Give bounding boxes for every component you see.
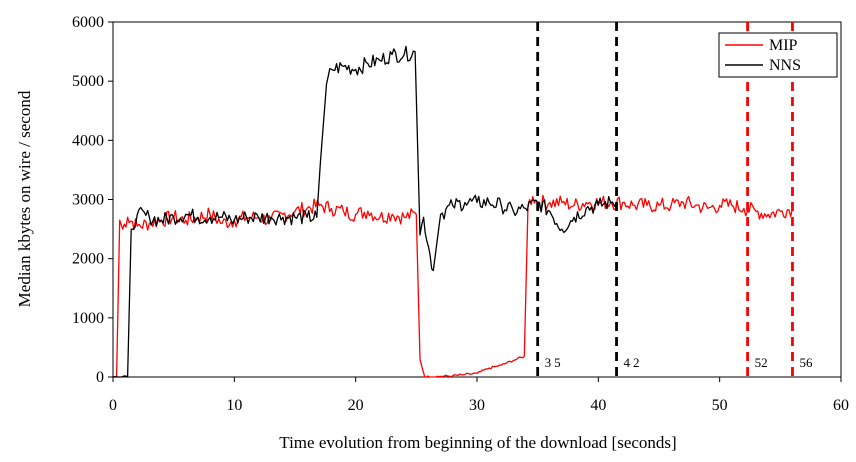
x-axis-title: Time evolution from beginning of the dow… — [279, 433, 676, 452]
legend-box — [718, 32, 838, 78]
x-tick-label: 60 — [833, 397, 849, 414]
series-line-nns — [112, 45, 618, 378]
y-tick-label: 1000 — [72, 310, 104, 327]
marker-label-35: 35 — [545, 355, 564, 370]
y-tick-label: 2000 — [72, 251, 104, 268]
legend-label-nns: NNS — [769, 57, 801, 74]
vertical-markers: 35 42 52 56 — [536, 22, 813, 377]
y-tick-label: 6000 — [72, 14, 104, 31]
series-layer — [112, 45, 794, 378]
x-tick-label: 20 — [348, 397, 364, 414]
series-line-mip — [113, 194, 794, 378]
axes: 0 10 20 30 40 50 60 0 1000 2000 3000 4000 5000 6000 — [72, 14, 849, 414]
y-tick-label: 0 — [96, 369, 104, 386]
y-tick-label: 5000 — [72, 73, 104, 90]
marker-label-52: 52 — [755, 355, 768, 370]
x-tick-label: 40 — [590, 397, 606, 414]
legend: MIP NNS — [718, 32, 838, 78]
marker-label-56: 56 — [799, 355, 813, 370]
x-tick-label: 0 — [109, 397, 117, 414]
y-axis-title: Median kbytes on wire / second — [15, 90, 34, 307]
y-tick-label: 4000 — [72, 132, 104, 149]
legend-label-mip: MIP — [769, 37, 798, 54]
y-tick-label: 3000 — [72, 192, 104, 209]
x-tick-label: 30 — [469, 397, 485, 414]
marker-label-42: 42 — [624, 355, 643, 370]
x-tick-label: 50 — [712, 397, 728, 414]
x-tick-label: 10 — [226, 397, 242, 414]
